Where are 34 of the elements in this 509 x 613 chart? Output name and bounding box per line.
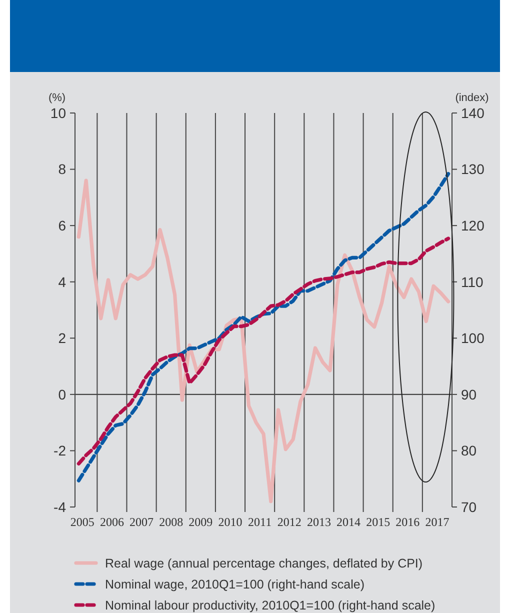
- y-tick-label: 2: [58, 330, 66, 346]
- y2-tick-label: 140: [461, 104, 485, 121]
- y-tick-label: 6: [58, 217, 66, 234]
- x-tick-label: 2016: [396, 515, 420, 530]
- y-tick-label: -2: [54, 442, 66, 459]
- x-tick-label: 2012: [277, 515, 302, 530]
- x-tick-label: 2013: [306, 515, 331, 530]
- x-tick-label: 2009: [188, 515, 213, 530]
- x-tick-label: 2005: [70, 515, 94, 530]
- y-tick-label: -4: [54, 498, 66, 515]
- x-tick-label: 2015: [366, 515, 390, 530]
- x-tick-label: 2008: [159, 515, 184, 530]
- y2-tick-label: 80: [461, 442, 477, 459]
- y2-tick-label: 130: [461, 161, 485, 178]
- x-tick-label: 2014: [336, 515, 361, 530]
- y-tick-label: 10: [50, 104, 66, 121]
- y2-tick-label: 120: [461, 217, 485, 234]
- y-tick-label: 4: [58, 274, 66, 290]
- y2-axis-title: (index): [455, 92, 489, 104]
- y2-tick-label: 70: [461, 498, 477, 515]
- y-axis-title: (%): [48, 92, 66, 104]
- legend-label: Real wage (annual percentage changes, deflated by CPI): [105, 556, 423, 570]
- legend-label: Nominal labour productivity, 2010Q1=100 (right-hand scale): [105, 598, 436, 612]
- y-tick-label: 0: [58, 386, 66, 402]
- y-tick-label: 8: [58, 161, 66, 178]
- y2-tick-label: 90: [461, 386, 477, 402]
- y2-tick-label: 110: [461, 274, 484, 290]
- x-tick-label: 2006: [100, 515, 124, 530]
- x-tick-label: 2011: [248, 515, 272, 530]
- y2-tick-label: 100: [461, 330, 485, 346]
- legend-label: Nominal wage, 2010Q1=100 (right-hand scale): [105, 577, 365, 592]
- x-tick-label: 2007: [130, 515, 154, 530]
- x-tick-label: 2010: [218, 515, 242, 530]
- x-tick-label: 2017: [425, 515, 450, 530]
